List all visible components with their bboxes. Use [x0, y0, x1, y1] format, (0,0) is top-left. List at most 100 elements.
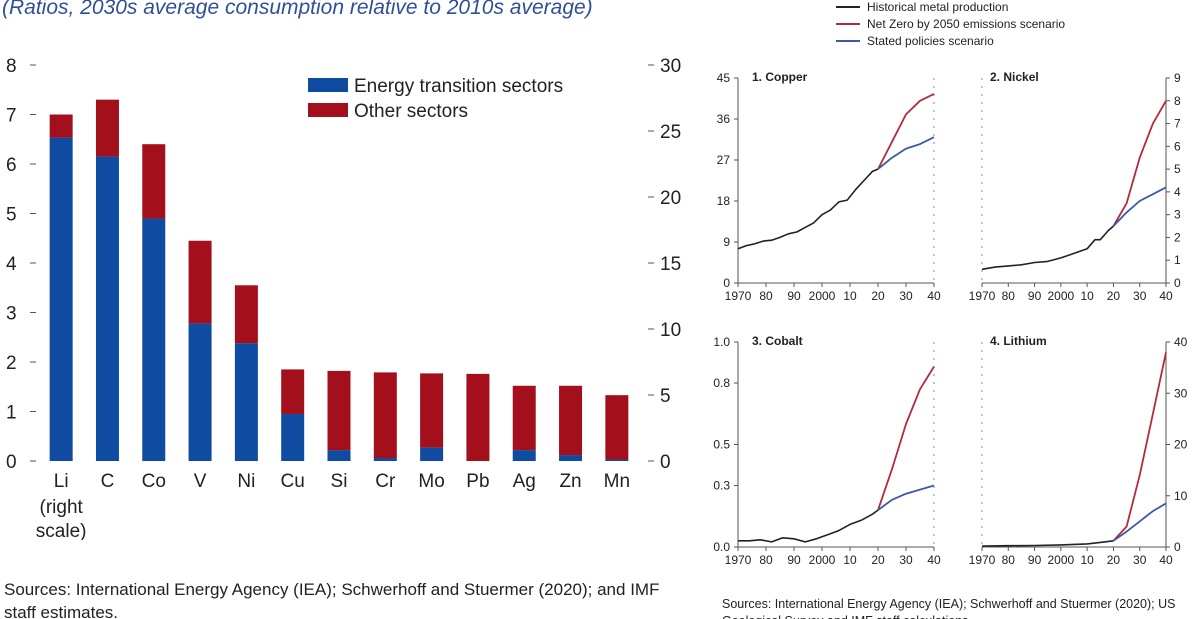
y-tick-label: 0	[1174, 540, 1181, 554]
x-tick-label: 90	[787, 289, 801, 303]
right-axis-label: 5	[660, 386, 671, 407]
right-axis-label: 0	[660, 452, 671, 473]
x-tick-label: 30	[1133, 553, 1147, 567]
series-line-net-zero	[877, 366, 935, 511]
sources-note-left: Sources: International Energy Agency (IE…	[4, 580, 660, 619]
bar-cr-other	[373, 372, 397, 459]
right-axis-label: 25	[660, 122, 681, 143]
bar-li-other	[49, 114, 73, 138]
sources-note-right: Sources: International Energy Agency (IE…	[722, 597, 1176, 619]
category-note: scale)	[36, 521, 87, 540]
left-axis-label: 8	[6, 56, 17, 77]
x-tick-label: 90	[1028, 289, 1042, 303]
category-label: Si	[331, 471, 348, 492]
series-line-stated-policies	[877, 136, 935, 170]
category-label: Ni	[237, 471, 255, 492]
y-tick-label: 18	[717, 194, 731, 208]
x-tick-label: 2000	[809, 553, 836, 567]
series-line-historical	[737, 168, 879, 250]
y-tick-label: 36	[717, 112, 731, 126]
x-tick-label: 40	[927, 289, 941, 303]
category-label: Co	[142, 471, 166, 492]
right-axis-label: 10	[660, 320, 681, 341]
bar-zn-energy	[559, 455, 583, 461]
right-axis-label: 15	[660, 254, 681, 275]
left-axis-label: 3	[6, 304, 17, 325]
legend-label: Historical metal production	[867, 0, 1008, 14]
bar-c-energy	[95, 156, 119, 461]
bar-mn-energy	[605, 459, 629, 461]
right-axis-label: 30	[660, 56, 681, 77]
x-tick-label: 2000	[809, 289, 836, 303]
bar-si-energy	[327, 450, 351, 461]
category-label: Cr	[375, 471, 396, 492]
legend-label: Net Zero by 2050 emissions scenario	[867, 17, 1065, 31]
y-tick-label: 7	[1174, 117, 1181, 131]
x-tick-label: 40	[1159, 553, 1173, 567]
category-label: Pb	[466, 471, 489, 492]
legend-label: Energy transition sectors	[354, 76, 563, 97]
bar-mo-energy	[420, 447, 444, 461]
y-tick-label: 6	[1174, 139, 1181, 153]
x-tick-label: 80	[1002, 553, 1016, 567]
y-tick-label: 30	[1174, 386, 1188, 400]
x-tick-label: 2000	[1048, 553, 1075, 567]
y-tick-label: 8	[1174, 94, 1181, 108]
stacked-bar-chart: 0 1 2 3 4 5 6 7 8 0 5 10 15 20 25 30 Li C Co V Ni Cu Si Cr Mo Pb A…	[6, 56, 681, 540]
series-line-net-zero	[1112, 352, 1167, 542]
x-tick-label: 10	[843, 553, 857, 567]
category-label: Zn	[559, 471, 581, 492]
x-tick-label: 80	[759, 553, 773, 567]
panel-title: 1. Copper	[752, 70, 808, 84]
bar-mn-other	[605, 395, 629, 460]
series-line-stated-policies	[1112, 502, 1167, 542]
left-axis-label: 6	[6, 155, 17, 176]
category-label: V	[194, 471, 207, 492]
bar-cr-energy	[373, 458, 397, 461]
y-tick-label: 1	[1174, 253, 1181, 267]
x-tick-label: 2000	[1048, 289, 1075, 303]
category-label: Li	[54, 471, 69, 492]
series-line-net-zero	[877, 93, 935, 170]
series-line-historical	[738, 509, 879, 543]
bar-si-other	[327, 370, 351, 451]
series-line-net-zero	[1112, 100, 1167, 227]
bar-zn-other	[559, 385, 583, 456]
bar-ag-energy	[512, 450, 536, 461]
series-line-historical	[981, 540, 1114, 547]
x-tick-label: 30	[899, 553, 913, 567]
x-tick-label: 10	[1080, 553, 1094, 567]
left-axis-label: 7	[6, 106, 17, 127]
bar-pb-other	[466, 373, 490, 461]
bar-cu-energy	[281, 413, 305, 461]
x-tick-label: 30	[899, 289, 913, 303]
category-label: Cu	[281, 471, 305, 492]
y-tick-label: 9	[1174, 71, 1181, 85]
category-label: Ag	[513, 471, 536, 492]
x-tick-label: 80	[1002, 289, 1016, 303]
y-tick-label: 0	[1174, 276, 1181, 290]
y-tick-label: 0.3	[713, 479, 730, 493]
legend-label: Stated policies scenario	[867, 34, 994, 48]
bar-ag-other	[512, 385, 536, 451]
x-tick-label: 1970	[969, 553, 996, 567]
y-tick-label: 1.0	[713, 335, 730, 349]
x-tick-label: 20	[871, 289, 885, 303]
x-tick-label: 90	[787, 553, 801, 567]
category-label: C	[101, 471, 115, 492]
y-tick-label: 45	[717, 71, 731, 85]
x-tick-label: 10	[1080, 289, 1094, 303]
left-axis-label: 0	[6, 452, 17, 473]
copper-line-chart: 0 9 18 27 36 45 1970 80 90 2000 10 20 30 40 1. Copper	[717, 70, 941, 303]
x-tick-label: 30	[1133, 289, 1147, 303]
x-tick-label: 80	[759, 289, 773, 303]
bar-ni-other	[234, 285, 258, 344]
x-tick-label: 1970	[969, 289, 996, 303]
x-tick-label: 1970	[725, 289, 752, 303]
bar-c-other	[95, 99, 119, 157]
bar-ni-energy	[234, 343, 258, 461]
y-tick-label: 0.8	[713, 376, 730, 390]
legend-label: Other sectors	[354, 101, 468, 122]
left-axis-label: 2	[6, 353, 17, 374]
legend-swatch	[308, 78, 348, 92]
